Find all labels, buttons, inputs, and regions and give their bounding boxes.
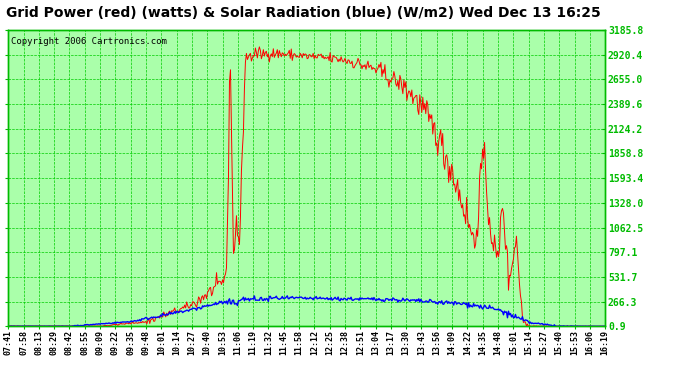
Text: 14:48: 14:48 [493, 330, 502, 355]
Text: 09:48: 09:48 [141, 330, 150, 355]
Text: 13:17: 13:17 [386, 330, 395, 355]
Text: Copyright 2006 Cartronics.com: Copyright 2006 Cartronics.com [11, 38, 167, 46]
Text: 15:14: 15:14 [524, 330, 533, 355]
Text: 12:12: 12:12 [310, 330, 319, 355]
Text: 13:04: 13:04 [371, 330, 380, 355]
Text: 11:06: 11:06 [233, 330, 242, 355]
Text: 09:22: 09:22 [111, 330, 120, 355]
Text: 09:35: 09:35 [126, 330, 135, 355]
Text: 09:09: 09:09 [96, 330, 105, 355]
Text: 16:06: 16:06 [585, 330, 594, 355]
Text: 11:58: 11:58 [295, 330, 304, 355]
Text: 11:45: 11:45 [279, 330, 288, 355]
Text: 13:43: 13:43 [417, 330, 426, 355]
Text: 14:09: 14:09 [448, 330, 457, 355]
Text: 15:40: 15:40 [555, 330, 564, 355]
Text: 12:38: 12:38 [340, 330, 349, 355]
Text: 13:30: 13:30 [402, 330, 411, 355]
Text: 08:42: 08:42 [65, 330, 74, 355]
Text: Grid Power (red) (watts) & Solar Radiation (blue) (W/m2) Wed Dec 13 16:25: Grid Power (red) (watts) & Solar Radiati… [6, 6, 601, 20]
Text: 12:51: 12:51 [356, 330, 365, 355]
Text: 11:19: 11:19 [248, 330, 257, 355]
Text: 12:25: 12:25 [325, 330, 334, 355]
Text: 07:41: 07:41 [3, 330, 13, 355]
Text: 11:32: 11:32 [264, 330, 273, 355]
Text: 10:40: 10:40 [203, 330, 212, 355]
Text: 08:55: 08:55 [80, 330, 89, 355]
Text: 10:27: 10:27 [188, 330, 197, 355]
Text: 08:29: 08:29 [50, 330, 59, 355]
Text: 10:01: 10:01 [157, 330, 166, 355]
Text: 16:19: 16:19 [600, 330, 610, 355]
Text: 07:58: 07:58 [19, 330, 28, 355]
Text: 14:22: 14:22 [463, 330, 472, 355]
Text: 15:53: 15:53 [570, 330, 579, 355]
Text: 10:53: 10:53 [218, 330, 227, 355]
Text: 15:27: 15:27 [540, 330, 549, 355]
Text: 15:01: 15:01 [509, 330, 518, 355]
Text: 10:14: 10:14 [172, 330, 181, 355]
Text: 13:56: 13:56 [433, 330, 442, 355]
Text: 08:13: 08:13 [34, 330, 43, 355]
Text: 14:35: 14:35 [478, 330, 487, 355]
